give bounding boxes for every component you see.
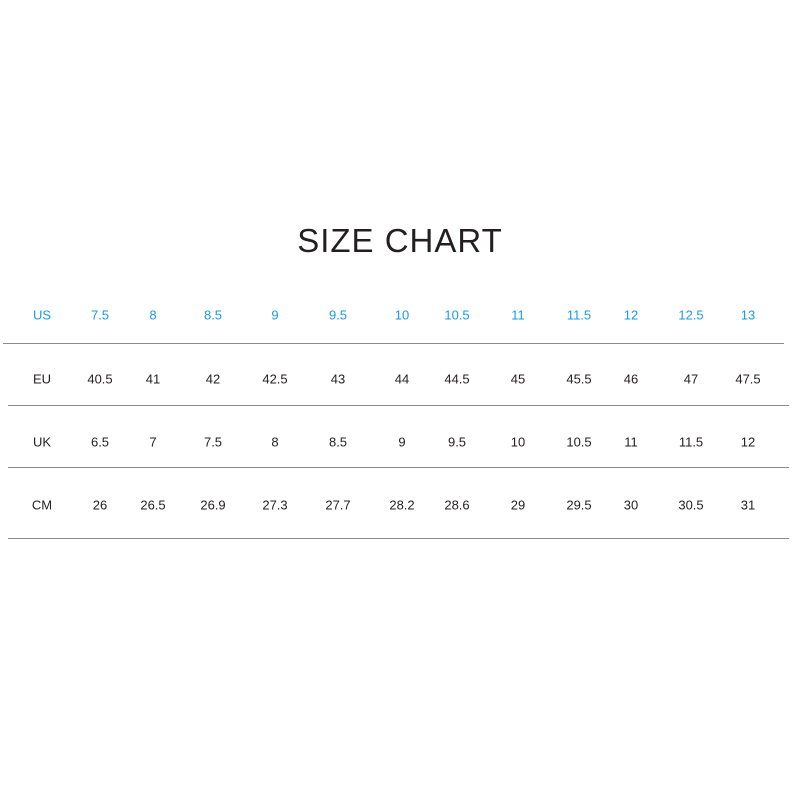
row-divider	[8, 467, 789, 468]
table-cell: 8.5	[203, 307, 223, 323]
table-cell: 8.5	[328, 434, 348, 450]
row-label: EU	[32, 371, 52, 387]
table-cell: 44.5	[444, 371, 470, 387]
table-cell: 11.5	[678, 434, 704, 450]
table-cell: 12.5	[678, 307, 704, 323]
table-cell: 45	[510, 371, 526, 387]
table-cell: 11	[511, 307, 525, 323]
table-cell: 47.5	[735, 371, 761, 387]
table-cell: 7.5	[203, 434, 223, 450]
table-cell: 26.5	[140, 497, 166, 513]
page-title: SIZE CHART	[297, 222, 503, 259]
table-cell: 8	[149, 307, 157, 323]
table-cell: 43	[330, 371, 346, 387]
table-cell: 9.5	[328, 307, 348, 323]
table-cell: 41	[145, 371, 161, 387]
table-cell: 11	[624, 434, 638, 450]
row-label: US	[32, 307, 52, 323]
table-cell: 30.5	[678, 497, 704, 513]
row-divider	[8, 538, 789, 539]
table-cell: 46	[623, 371, 639, 387]
table-cell: 9	[271, 307, 279, 323]
row-label: UK	[32, 434, 52, 450]
table-cell: 12	[623, 307, 639, 323]
table-cell: 29.5	[566, 497, 592, 513]
table-cell: 26	[92, 497, 108, 513]
table-cell: 10.5	[566, 434, 592, 450]
table-cell: 10.5	[444, 307, 470, 323]
table-cell: 45.5	[566, 371, 592, 387]
table-cell: 13	[740, 307, 756, 323]
table-cell: 9.5	[447, 434, 467, 450]
row-divider	[8, 405, 789, 406]
table-cell: 27.7	[325, 497, 351, 513]
table-cell: 28.2	[389, 497, 415, 513]
table-cell: 9	[398, 434, 406, 450]
table-cell: 29	[510, 497, 526, 513]
table-cell: 44	[394, 371, 410, 387]
table-cell: 12	[740, 434, 756, 450]
table-cell: 7	[149, 434, 157, 450]
row-divider	[3, 343, 784, 344]
table-cell: 28.6	[444, 497, 470, 513]
row-label: CM	[31, 497, 53, 513]
table-cell: 40.5	[87, 371, 113, 387]
table-cell: 6.5	[90, 434, 110, 450]
table-cell: 30	[623, 497, 639, 513]
table-cell: 42	[205, 371, 221, 387]
table-cell: 10	[510, 434, 526, 450]
table-cell: 10	[394, 307, 410, 323]
table-cell: 47	[683, 371, 699, 387]
table-cell: 11.5	[566, 307, 592, 323]
table-cell: 7.5	[90, 307, 110, 323]
table-cell: 42.5	[262, 371, 288, 387]
table-cell: 31	[740, 497, 756, 513]
table-cell: 27.3	[262, 497, 288, 513]
table-cell: 8	[271, 434, 279, 450]
table-cell: 26.9	[200, 497, 226, 513]
